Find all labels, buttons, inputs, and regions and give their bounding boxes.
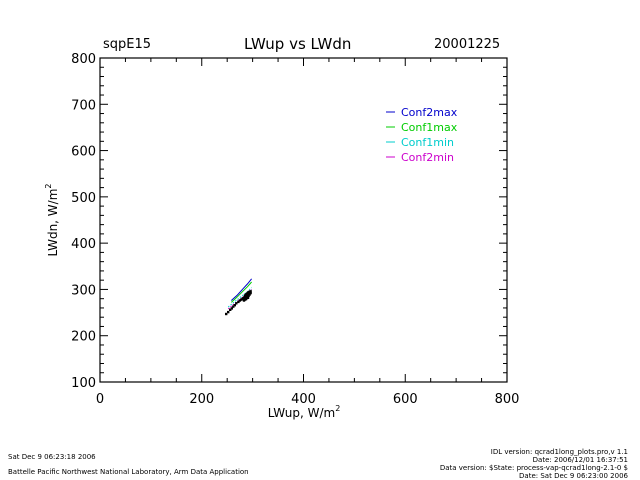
x-tick-label: 800	[495, 392, 520, 407]
footer-idl-version: IDL version: qcrad1long_plots.pro,v 1.1	[490, 448, 628, 456]
footer-data-version: Data version: $State: process-vap-qcrad1…	[439, 464, 628, 472]
chart-title: LWup vs LWdn	[244, 35, 352, 53]
series-lines	[227, 278, 252, 310]
data-point	[237, 300, 240, 304]
x-tick-label: 200	[189, 392, 214, 407]
chart-legend: Conf2max Conf1max Conf1min Conf2min	[386, 106, 458, 164]
footer-data-date: Date: Sat Dec 9 06:23:00 2006	[519, 472, 628, 480]
site-label: sqpE15	[103, 37, 152, 52]
y-tick-label: 300	[71, 283, 96, 298]
footer-timestamp: Sat Dec 9 06:23:18 2006	[8, 453, 96, 461]
data-point	[248, 293, 251, 296]
legend-label-conf1max: Conf1max	[401, 121, 458, 134]
series-line-conf1max	[230, 281, 252, 303]
y-tick-label: 600	[71, 145, 96, 160]
data-point	[232, 305, 235, 308]
data-point	[244, 295, 248, 298]
y-tick-label: 500	[71, 191, 96, 206]
y-tick-label: 400	[71, 237, 96, 252]
x-axis-label: LWup, W/m2	[268, 404, 341, 420]
y-axis-label: LWdn, W/m2	[44, 184, 60, 257]
footer-idl-date: Date: 2006/12/01 16:37:51	[532, 456, 628, 464]
x-tick-label: 0	[96, 392, 104, 407]
data-point	[238, 299, 242, 302]
data-point	[230, 307, 233, 310]
legend-label-conf2max: Conf2max	[401, 106, 458, 119]
data-point	[243, 296, 246, 299]
data-point	[229, 308, 232, 311]
y-tick-label: 800	[71, 52, 96, 67]
data-point	[242, 299, 246, 302]
data-point	[249, 290, 252, 293]
scatter-points	[225, 290, 252, 316]
y-tick-label: 200	[71, 330, 96, 345]
axis-ticks: 0 200 400 600 800 100 200 300 400 500 600 700 800	[71, 52, 519, 407]
data-point	[227, 310, 230, 314]
date-label: 20001225	[434, 37, 501, 52]
footer-organization: Battelle Pacific Northwest National Labo…	[8, 468, 249, 476]
x-tick-label: 600	[393, 392, 418, 407]
data-point	[225, 312, 228, 316]
legend-label-conf1min: Conf1min	[401, 136, 454, 149]
y-tick-label: 700	[71, 98, 96, 113]
x-axis-label-sup: 2	[335, 404, 340, 413]
data-point	[235, 302, 238, 305]
series-line-conf2max	[230, 278, 252, 301]
legend-label-conf2min: Conf2min	[401, 151, 454, 164]
y-axis-label-sup: 2	[44, 184, 53, 189]
data-point	[246, 296, 250, 299]
data-point	[247, 294, 250, 298]
data-point	[244, 297, 248, 301]
data-point	[249, 291, 252, 295]
x-tick-label: 400	[291, 392, 316, 407]
y-tick-label: 100	[71, 376, 96, 391]
data-point	[233, 304, 236, 307]
